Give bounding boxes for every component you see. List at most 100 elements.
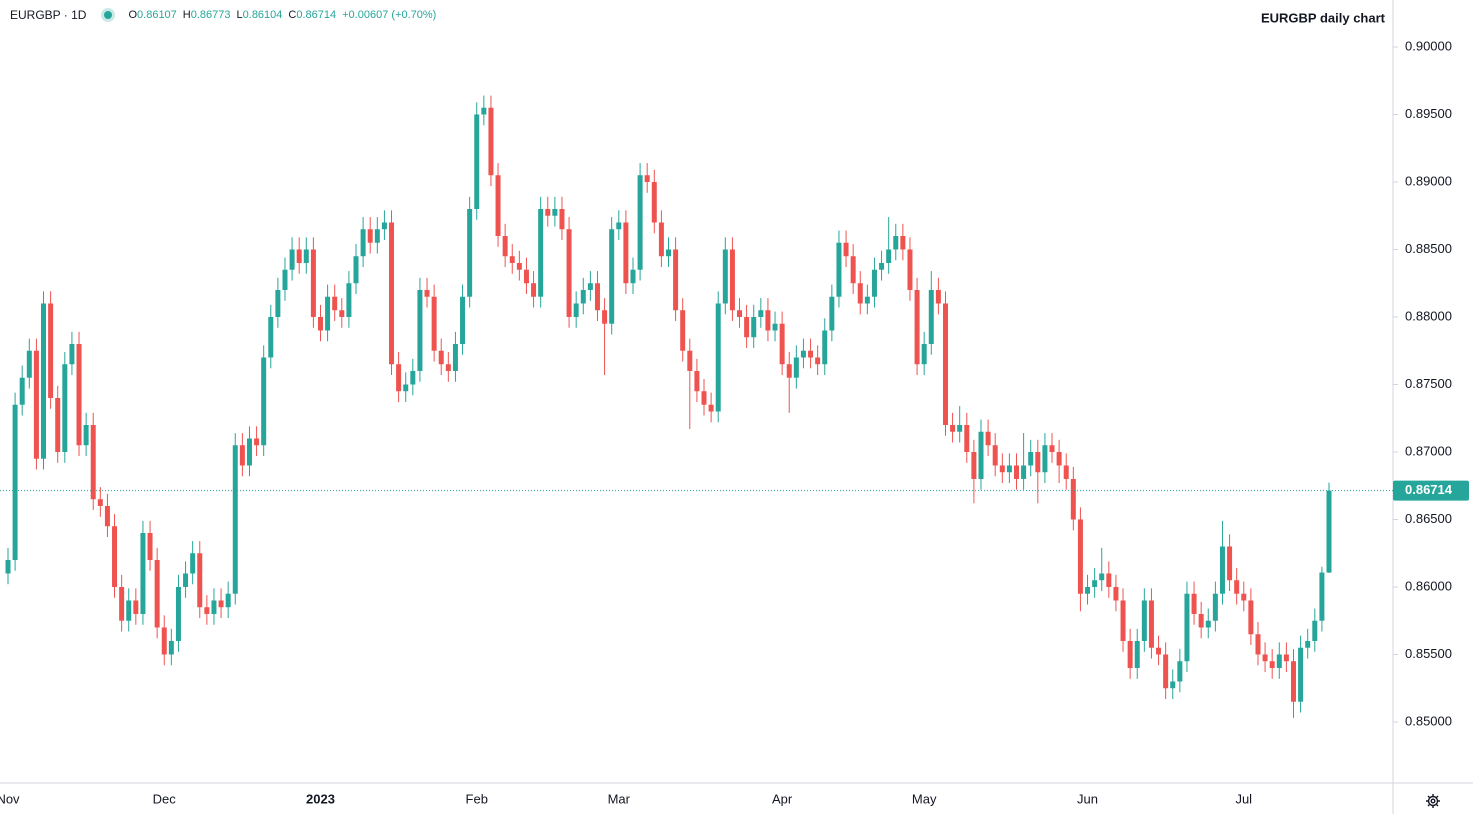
candle-body bbox=[1248, 600, 1254, 635]
candle-body bbox=[1205, 620, 1211, 628]
candle-body bbox=[1056, 451, 1062, 466]
candle-body bbox=[190, 553, 196, 574]
candle-body bbox=[573, 303, 579, 317]
chart-title: EURGBP daily chart bbox=[1261, 10, 1386, 25]
candle-body bbox=[808, 350, 814, 358]
candle-body bbox=[360, 229, 366, 257]
candle-body bbox=[1035, 451, 1041, 473]
candle-body bbox=[325, 296, 331, 331]
candle-body bbox=[843, 242, 849, 257]
settings-icon[interactable] bbox=[1426, 794, 1440, 808]
candle-body bbox=[658, 222, 664, 257]
candle-body bbox=[708, 404, 714, 412]
candle-body bbox=[1184, 593, 1190, 662]
candle-body bbox=[168, 640, 174, 655]
ohlc-label: O bbox=[128, 9, 138, 21]
candle-body bbox=[112, 526, 118, 587]
candle-body bbox=[1283, 654, 1289, 662]
candle-body bbox=[850, 256, 856, 284]
candle-body bbox=[1085, 586, 1091, 594]
candle-body bbox=[438, 350, 444, 365]
candle-body bbox=[197, 553, 203, 608]
candle-body bbox=[339, 310, 345, 317]
candle-body bbox=[893, 235, 899, 250]
candle-body bbox=[282, 269, 288, 290]
candle-body bbox=[1170, 681, 1176, 689]
candle-body bbox=[1092, 580, 1098, 587]
x-tick-label: Apr bbox=[772, 791, 793, 806]
candle-body bbox=[5, 559, 11, 574]
candle-body bbox=[857, 283, 863, 304]
candle-body bbox=[1241, 593, 1247, 601]
candle-body bbox=[268, 316, 274, 358]
candle-body bbox=[467, 208, 473, 297]
change: +0.00607 (+0.70%) bbox=[342, 9, 437, 21]
candle-body bbox=[481, 107, 487, 115]
candle-body bbox=[957, 424, 963, 432]
candle-body bbox=[41, 303, 47, 459]
candle-body bbox=[140, 532, 146, 614]
ohlc-label: C bbox=[288, 9, 297, 21]
candle-body bbox=[637, 175, 643, 270]
candle-body bbox=[992, 445, 998, 466]
y-tick-label: 0.87000 bbox=[1405, 443, 1452, 458]
candle-body bbox=[296, 249, 302, 263]
candle-body bbox=[864, 296, 870, 304]
candle-body bbox=[680, 310, 686, 351]
candle-body bbox=[403, 384, 409, 392]
candle-body bbox=[1255, 634, 1261, 655]
candle-body bbox=[928, 289, 934, 344]
ohlc-label: L bbox=[236, 9, 243, 21]
y-tick-label: 0.86500 bbox=[1405, 511, 1452, 526]
candle-body bbox=[154, 559, 160, 628]
candle-body bbox=[786, 364, 792, 378]
candle-body bbox=[1028, 451, 1034, 466]
candle-body bbox=[1106, 573, 1112, 587]
candle-body bbox=[275, 289, 281, 317]
candle-body bbox=[666, 249, 671, 257]
candle-body bbox=[942, 303, 948, 425]
candle-body bbox=[623, 222, 629, 284]
candle-body bbox=[254, 438, 260, 446]
y-tick-label: 0.88500 bbox=[1405, 241, 1452, 256]
candle-body bbox=[261, 357, 267, 446]
candle-body bbox=[822, 330, 828, 365]
candle-body bbox=[1141, 600, 1147, 641]
candle-body bbox=[907, 249, 913, 290]
candle-body bbox=[225, 593, 231, 608]
x-tick-label: Jun bbox=[1077, 791, 1098, 806]
candle-body bbox=[900, 235, 906, 250]
candle-body bbox=[211, 600, 217, 614]
candle-body bbox=[566, 229, 572, 317]
candle-body bbox=[587, 283, 593, 290]
candle-body bbox=[452, 343, 458, 371]
candle-body bbox=[1070, 478, 1076, 520]
candle-body bbox=[90, 424, 96, 500]
candle-body bbox=[765, 310, 771, 331]
candle-body bbox=[751, 316, 757, 338]
candle-body bbox=[580, 289, 586, 304]
candle-body bbox=[175, 586, 181, 641]
symbol[interactable]: EURGBP · 1D bbox=[10, 8, 87, 22]
candle-body bbox=[985, 431, 991, 446]
candle-body bbox=[1319, 572, 1325, 621]
candle-body bbox=[701, 391, 707, 405]
x-tick-label: Dec bbox=[153, 791, 177, 806]
candle-body bbox=[218, 600, 224, 608]
candle-body bbox=[332, 296, 338, 311]
candle-body bbox=[886, 249, 892, 263]
y-tick-label: 0.85000 bbox=[1405, 713, 1452, 728]
last-price-box bbox=[1393, 480, 1469, 501]
last-price-label: 0.86714 bbox=[1405, 482, 1453, 497]
candle-body bbox=[538, 208, 544, 297]
candle-body bbox=[1227, 546, 1233, 581]
candle-body bbox=[1191, 593, 1197, 614]
candle-body bbox=[1198, 613, 1204, 628]
candle-body bbox=[1290, 661, 1296, 702]
candle-body bbox=[552, 208, 558, 216]
candle-body bbox=[1006, 465, 1012, 473]
candle-body bbox=[793, 357, 799, 378]
candle-body bbox=[239, 445, 245, 466]
candle-body bbox=[531, 283, 537, 297]
